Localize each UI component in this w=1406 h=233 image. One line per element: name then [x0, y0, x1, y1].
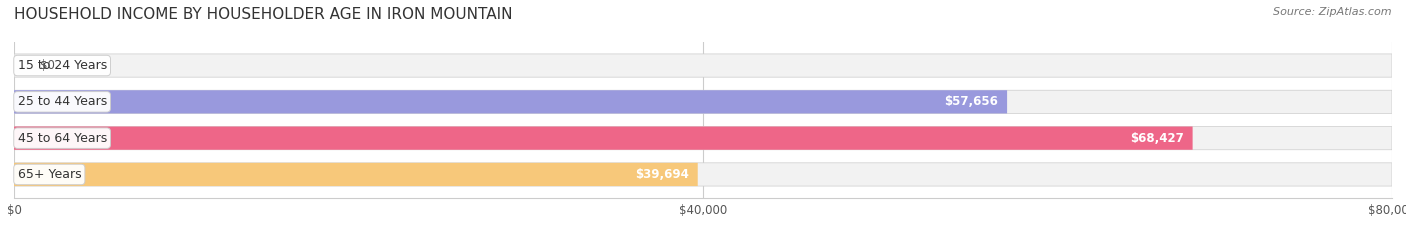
Text: Source: ZipAtlas.com: Source: ZipAtlas.com [1274, 7, 1392, 17]
Text: 65+ Years: 65+ Years [17, 168, 82, 181]
Text: $39,694: $39,694 [636, 168, 689, 181]
FancyBboxPatch shape [14, 127, 1392, 150]
Text: HOUSEHOLD INCOME BY HOUSEHOLDER AGE IN IRON MOUNTAIN: HOUSEHOLD INCOME BY HOUSEHOLDER AGE IN I… [14, 7, 513, 22]
FancyBboxPatch shape [14, 163, 1392, 186]
FancyBboxPatch shape [14, 90, 1392, 113]
Text: $57,656: $57,656 [945, 95, 998, 108]
FancyBboxPatch shape [14, 54, 1392, 77]
Text: $68,427: $68,427 [1130, 132, 1184, 145]
FancyBboxPatch shape [14, 127, 1192, 150]
Text: 15 to 24 Years: 15 to 24 Years [17, 59, 107, 72]
Text: 25 to 44 Years: 25 to 44 Years [17, 95, 107, 108]
FancyBboxPatch shape [14, 163, 697, 186]
Text: $0: $0 [39, 59, 55, 72]
FancyBboxPatch shape [14, 90, 1007, 113]
Text: 45 to 64 Years: 45 to 64 Years [17, 132, 107, 145]
